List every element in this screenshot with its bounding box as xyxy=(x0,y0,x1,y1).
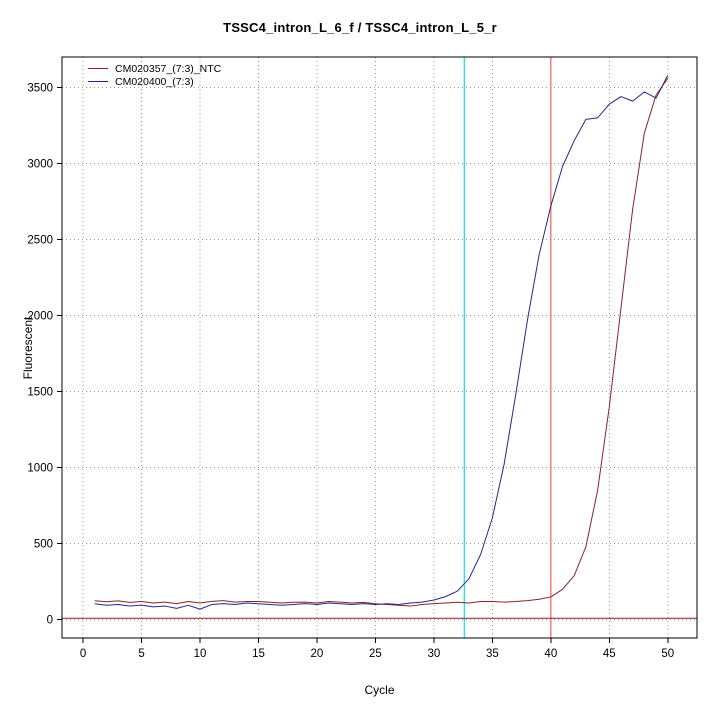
legend-label: CM020357_(7:3)_NTC xyxy=(115,62,222,75)
legend-line-swatch xyxy=(88,81,108,82)
x-tick-label: 40 xyxy=(544,648,557,660)
y-tick-label: 3500 xyxy=(27,82,53,94)
legend-item: CM020400_(7:3) xyxy=(88,75,221,88)
x-tick-label: 30 xyxy=(427,648,440,660)
y-tick-label: 2000 xyxy=(27,311,53,323)
x-tick-label: 5 xyxy=(138,648,144,660)
y-axis-label: Fluorescent xyxy=(21,316,35,380)
x-tick-label: 35 xyxy=(486,648,499,660)
x-axis-label: Cycle xyxy=(364,683,395,697)
x-tick-label: 50 xyxy=(661,648,674,660)
y-tick-label: 1000 xyxy=(27,463,53,475)
y-tick-label: 3000 xyxy=(27,158,53,170)
y-tick-label: 500 xyxy=(34,539,53,551)
x-tick-label: 0 xyxy=(80,648,86,660)
legend: CM020357_(7:3)_NTC CM020400_(7:3) xyxy=(88,62,221,88)
x-tick-label: 15 xyxy=(252,648,265,660)
y-tick-label: 2500 xyxy=(27,235,53,247)
legend-item: CM020357_(7:3)_NTC xyxy=(88,62,221,75)
y-tick-label: 1500 xyxy=(27,387,53,399)
plot-border xyxy=(61,56,698,639)
chart-title: TSSC4_intron_L_6_f / TSSC4_intron_L_5_r xyxy=(223,20,497,35)
series-line xyxy=(94,75,669,610)
legend-line-swatch xyxy=(88,68,108,69)
x-tick-label: 45 xyxy=(603,648,616,660)
x-tick-label: 25 xyxy=(369,648,382,660)
series-line xyxy=(94,78,669,607)
legend-label: CM020400_(7:3) xyxy=(115,75,194,88)
x-tick-label: 20 xyxy=(311,648,324,660)
x-tick-label: 10 xyxy=(194,648,207,660)
y-tick-label: 0 xyxy=(47,615,53,627)
